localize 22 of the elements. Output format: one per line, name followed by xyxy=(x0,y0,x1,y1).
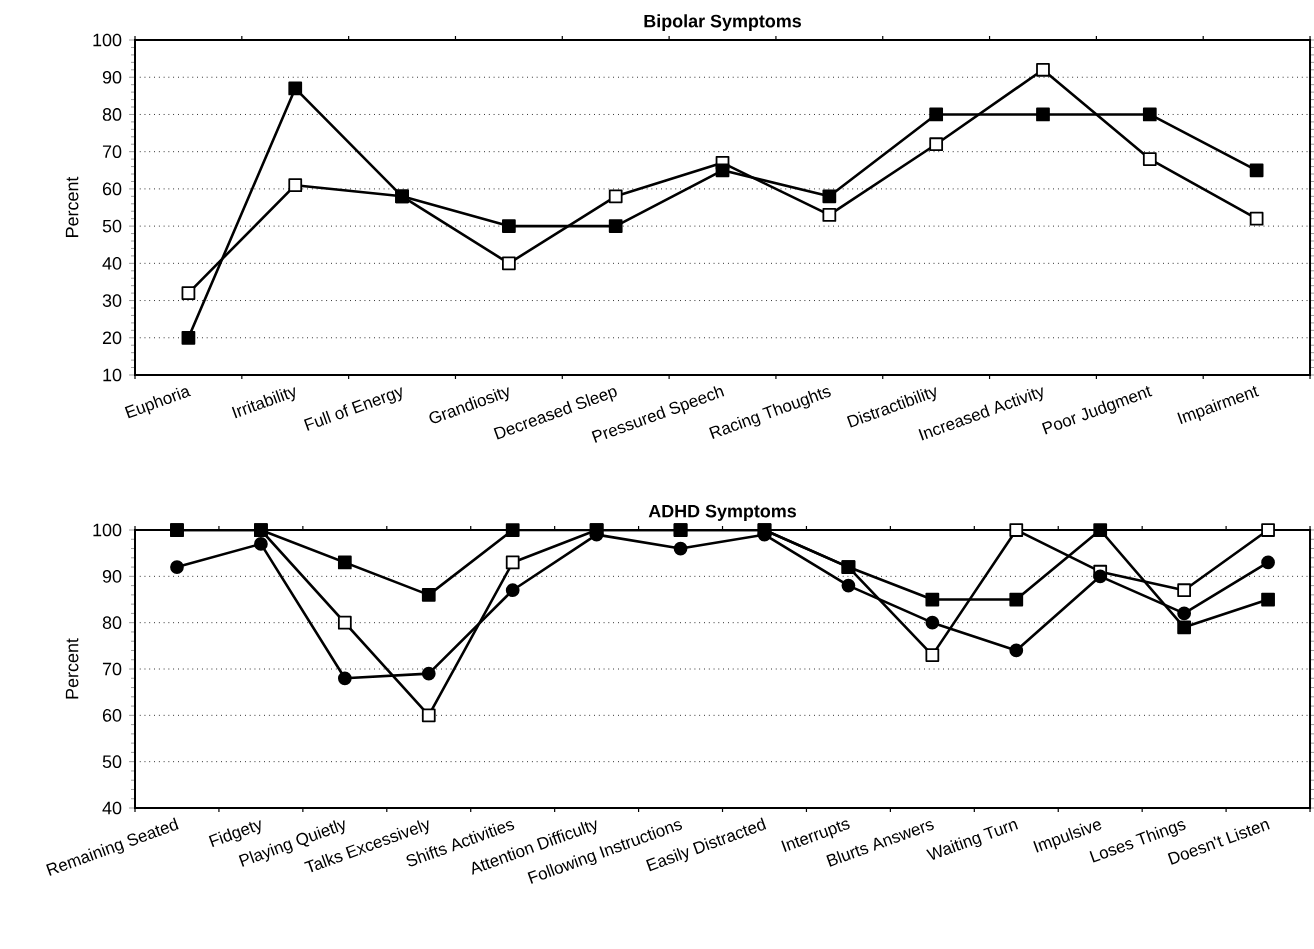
y-tick-label: 40 xyxy=(102,256,122,270)
y-axis-title: Percent xyxy=(65,638,79,699)
y-tick-label: 60 xyxy=(102,182,122,196)
y-tick-label: 100 xyxy=(93,523,122,537)
y-tick-label: 60 xyxy=(102,708,122,722)
y-tick-label: 70 xyxy=(102,662,122,676)
y-tick-label: 80 xyxy=(102,616,122,630)
y-tick-label: 50 xyxy=(102,755,122,769)
y-tick-label: 90 xyxy=(102,569,122,583)
x-tick-label: Full of Energy xyxy=(303,387,402,431)
chart-title: Bipolar Symptoms xyxy=(644,14,801,31)
y-tick-label: 80 xyxy=(102,108,122,121)
y-tick-label: 50 xyxy=(102,219,122,233)
y-tick-label: 70 xyxy=(102,145,122,159)
y-tick-label: 90 xyxy=(102,70,122,84)
y-tick-label: 20 xyxy=(102,331,122,345)
y-axis-title: Percent xyxy=(65,176,79,237)
chart-title: ADHD Symptoms xyxy=(648,504,796,521)
y-tick-label: 40 xyxy=(102,801,122,815)
y-tick-label: 100 xyxy=(93,33,122,47)
y-tick-label: 10 xyxy=(103,368,122,382)
y-tick-label: 30 xyxy=(102,294,122,307)
